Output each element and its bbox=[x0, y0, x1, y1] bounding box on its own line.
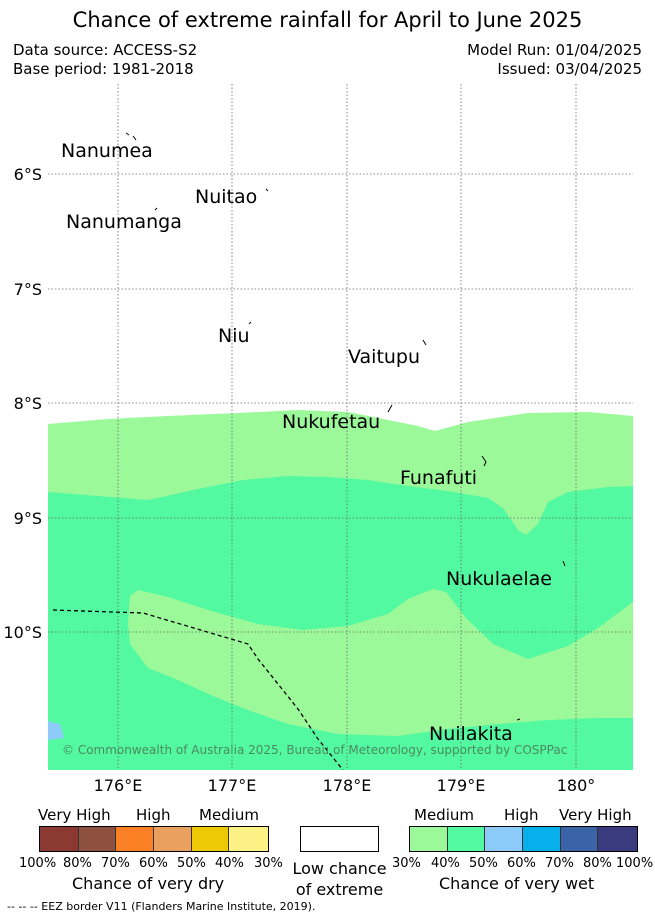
eez-footer-note: -- -- -- EEZ border V11 (Flanders Marine… bbox=[7, 900, 316, 913]
base-period: Base period: 1981-2018 bbox=[13, 60, 194, 78]
place-niu: Niu bbox=[218, 325, 250, 347]
dry-colorbar bbox=[39, 826, 269, 852]
wet-swatch-40-50 bbox=[447, 827, 486, 851]
lat-label-9s: 9°S bbox=[13, 509, 42, 528]
dry-tick-100: 100% bbox=[19, 856, 57, 871]
place-nuilakita: Nuilakita bbox=[429, 723, 513, 745]
lon-label-177e: 177°E bbox=[207, 776, 257, 795]
place-nanumea: Nanumea bbox=[61, 140, 153, 162]
dry-swatch-80-70 bbox=[78, 827, 117, 851]
wet-heading-very-high: Very High bbox=[559, 806, 632, 824]
lat-label-10s: 10°S bbox=[3, 623, 42, 642]
island-nukulaelae bbox=[562, 560, 566, 567]
dry-heading-very-high: Very High bbox=[38, 806, 111, 824]
eez-border bbox=[52, 609, 344, 770]
wet-swatch-70-80 bbox=[560, 827, 599, 851]
dry-heading-medium: Medium bbox=[199, 806, 259, 824]
issued-date: Issued: 03/04/2025 bbox=[497, 60, 642, 78]
place-nanumanga: Nanumanga bbox=[66, 211, 182, 233]
island-funafuti bbox=[481, 455, 487, 467]
place-nukufetau: Nukufetau bbox=[282, 411, 381, 433]
zone-high-wet-50-60 bbox=[48, 721, 64, 740]
dry-tick-70: 70% bbox=[101, 856, 130, 871]
dry-tick-40: 40% bbox=[215, 856, 244, 871]
dry-swatch-100-80 bbox=[40, 827, 79, 851]
lat-label-8s: 8°S bbox=[13, 394, 42, 413]
lon-label-179e: 179°E bbox=[436, 776, 486, 795]
dry-tick-60: 60% bbox=[139, 856, 168, 871]
gridlines bbox=[48, 84, 633, 770]
dry-swatch-70-60 bbox=[116, 827, 154, 851]
wet-tick-70: 70% bbox=[545, 856, 574, 871]
wet-swatch-80-100 bbox=[598, 827, 638, 851]
data-source: Data source: ACCESS-S2 bbox=[13, 41, 198, 59]
dry-swatch-60-50 bbox=[154, 827, 192, 851]
lat-label-6s: 6°S bbox=[13, 165, 42, 184]
wet-swatch-50-60 bbox=[485, 827, 524, 851]
island-nanumea bbox=[125, 132, 137, 141]
dry-swatch-50-40 bbox=[191, 827, 230, 851]
wet-tick-60: 60% bbox=[507, 856, 536, 871]
wet-swatch-30-40 bbox=[410, 827, 448, 851]
lon-label-180: 180° bbox=[556, 776, 596, 795]
lon-label-176e: 176°E bbox=[93, 776, 143, 795]
wet-tick-30: 30% bbox=[392, 856, 421, 871]
dry-swatch-40-30 bbox=[229, 827, 268, 851]
dry-tick-80: 80% bbox=[63, 856, 92, 871]
map-title: Chance of extreme rainfall for April to … bbox=[72, 8, 583, 32]
place-nukulaelae: Nukulaelae bbox=[446, 568, 552, 590]
place-nuitao: Nuitao bbox=[195, 186, 258, 208]
place-vaitupu: Vaitupu bbox=[348, 346, 421, 368]
wet-tick-40: 40% bbox=[431, 856, 460, 871]
zone-medium-wet-40-50 bbox=[48, 476, 633, 770]
island-outlines bbox=[125, 132, 566, 721]
island-nuilakita bbox=[516, 718, 521, 721]
dry-tick-50: 50% bbox=[177, 856, 206, 871]
lat-label-7s: 7°S bbox=[13, 280, 42, 299]
low-chance-swatch bbox=[300, 826, 379, 852]
model-run: Model Run: 01/04/2025 bbox=[467, 41, 642, 59]
copyright-notice: © Commonwealth of Australia 2025, Bureau… bbox=[62, 743, 568, 757]
wet-swatch-60-70 bbox=[523, 827, 561, 851]
wet-heading-high: High bbox=[504, 806, 539, 824]
rainfall-map bbox=[48, 84, 633, 770]
wet-tick-80: 80% bbox=[583, 856, 612, 871]
place-funafuti: Funafuti bbox=[400, 467, 478, 489]
wet-colorbar bbox=[409, 826, 638, 852]
low-chance-caption-line1: Low chance bbox=[292, 859, 387, 878]
wet-tick-50: 50% bbox=[469, 856, 498, 871]
lon-label-178e: 178°E bbox=[322, 776, 372, 795]
island-nanumanga bbox=[154, 207, 158, 211]
wet-caption: Chance of very wet bbox=[439, 874, 595, 893]
dry-caption: Chance of very dry bbox=[72, 874, 225, 893]
island-vaitupu bbox=[422, 339, 427, 346]
low-chance-caption-line2: of extreme bbox=[295, 880, 384, 899]
dry-tick-30: 30% bbox=[254, 856, 283, 871]
wet-tick-100: 100% bbox=[616, 856, 654, 871]
island-nukufetau bbox=[387, 404, 393, 413]
island-niu bbox=[248, 321, 252, 325]
wet-heading-medium: Medium bbox=[414, 806, 474, 824]
dry-heading-high: High bbox=[136, 806, 171, 824]
island-nuitao bbox=[265, 188, 269, 192]
